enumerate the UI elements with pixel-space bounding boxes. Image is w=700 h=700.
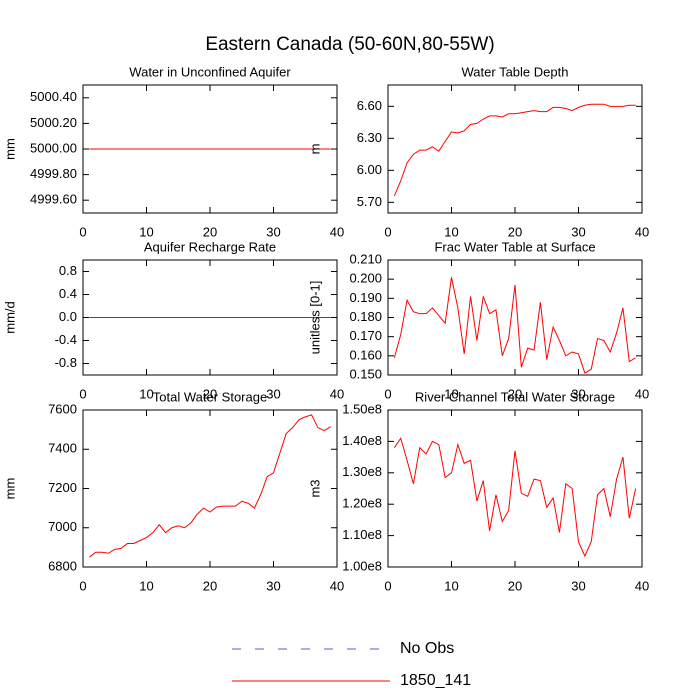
y-tick-label: 0.180 [349,309,382,324]
y-axis-label: mm [2,478,17,500]
data-line [89,414,331,558]
y-tick-label: 7600 [48,401,77,416]
x-tick-label: 20 [203,578,217,593]
y-tick-label: 6.30 [357,130,382,145]
x-tick-label: 40 [635,224,649,239]
y-axis-label: unitless [0-1] [307,281,322,355]
plot-frame [82,409,338,568]
x-tick-label: 30 [266,578,280,593]
legend-label: 1850_141 [400,672,471,689]
x-tick-label: 20 [203,386,217,401]
y-tick-label: 4999.60 [30,192,77,207]
x-tick-label: 10 [139,578,153,593]
y-tick-label: 6.00 [357,162,382,177]
y-tick-label: 7200 [48,480,77,495]
x-tick-label: 40 [330,224,344,239]
y-tick-label: 0.160 [349,347,382,362]
y-tick-label: -0.8 [55,355,77,370]
panel-title: River Channel Total Water Storage [415,389,615,404]
y-axis-label: m [307,144,322,155]
y-tick-label: 5000.20 [30,115,77,130]
y-tick-label: 7400 [48,441,77,456]
y-tick-label: 5000.40 [30,89,77,104]
y-tick-label: 1.00e8 [342,558,382,573]
panel-title: Water Table Depth [462,64,569,79]
y-tick-label: 0.150 [349,366,382,381]
x-tick-label: 0 [384,224,391,239]
y-tick-label: 6.60 [357,98,382,113]
x-tick-label: 0 [384,578,391,593]
y-axis-label: mm [2,138,17,160]
x-tick-label: 10 [139,224,153,239]
y-tick-label: 5.70 [357,194,382,209]
y-tick-label: 7000 [48,519,77,534]
legend-label: No Obs [400,640,454,657]
x-tick-label: 40 [635,386,649,401]
y-axis-label: m3 [307,479,322,497]
x-tick-label: 10 [139,386,153,401]
x-tick-label: 0 [79,386,86,401]
x-tick-label: 20 [508,386,522,401]
y-tick-label: 0.200 [349,271,382,286]
data-line [393,437,637,558]
y-tick-label: 1.20e8 [342,496,382,511]
panel-title: Total Water Storage [153,389,267,404]
y-tick-label: 0.170 [349,328,382,343]
y-tick-label: 1.40e8 [342,433,382,448]
y-tick-label: 0.0 [59,309,77,324]
y-tick-label: 1.30e8 [342,464,382,479]
y-tick-label: 1.50e8 [342,401,382,416]
x-tick-label: 0 [384,386,391,401]
data-line [393,277,636,374]
data-line [393,103,636,197]
y-tick-label: 4999.80 [30,166,77,181]
x-tick-label: 30 [266,224,280,239]
y-tick-label: 1.10e8 [342,527,382,542]
x-tick-label: 40 [330,386,344,401]
y-tick-label: 0.4 [59,286,77,301]
y-tick-label: 0.8 [59,263,77,278]
x-tick-label: 30 [571,578,585,593]
panel-title: Water in Unconfined Aquifer [129,64,291,79]
y-tick-label: 0.190 [349,290,382,305]
x-tick-label: 10 [444,224,458,239]
x-tick-label: 40 [330,578,344,593]
x-tick-label: 0 [79,578,86,593]
x-tick-label: 30 [571,224,585,239]
y-tick-label: 6800 [48,558,77,573]
y-axis-label: mm/d [2,301,17,334]
page-title: Eastern Canada (50-60N,80-55W) [205,34,494,55]
x-tick-label: 30 [571,386,585,401]
panel-title: Aquifer Recharge Rate [144,239,276,254]
x-tick-label: 40 [635,578,649,593]
x-tick-label: 10 [444,386,458,401]
x-tick-label: 10 [444,578,458,593]
x-tick-label: 20 [203,224,217,239]
x-tick-label: 20 [508,224,522,239]
x-tick-label: 20 [508,578,522,593]
x-tick-label: 30 [266,386,280,401]
y-tick-label: -0.4 [55,332,77,347]
y-tick-label: 0.210 [349,251,382,266]
panel-title: Frac Water Table at Surface [434,239,595,254]
x-tick-label: 0 [79,224,86,239]
plot-frame [387,259,643,376]
y-tick-label: 5000.00 [30,140,77,155]
